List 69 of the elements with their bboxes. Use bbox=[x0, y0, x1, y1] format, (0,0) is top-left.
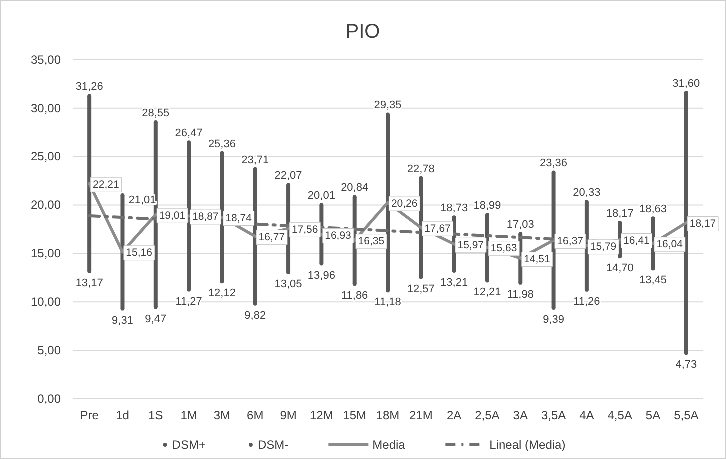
y-tick-label: 5,00 bbox=[38, 343, 62, 358]
data-label: 11,18 bbox=[374, 296, 402, 309]
data-label: 18,63 bbox=[640, 204, 668, 216]
x-tick-label: 5A bbox=[646, 408, 661, 423]
x-tick-label: 18M bbox=[376, 408, 400, 423]
legend-label: DSM- bbox=[258, 438, 289, 452]
x-tick-label: 5,5A bbox=[674, 408, 699, 423]
x-tick-label: Pre bbox=[80, 408, 100, 423]
legend-label: Media bbox=[372, 438, 406, 452]
data-label: 23,71 bbox=[242, 154, 270, 166]
data-label: 11,86 bbox=[341, 290, 368, 302]
data-label: 18,73 bbox=[440, 202, 468, 215]
y-tick-label: 15,00 bbox=[30, 246, 62, 261]
data-label: 9,82 bbox=[244, 310, 266, 322]
y-tick-label: 30,00 bbox=[30, 101, 62, 116]
data-label: 13,96 bbox=[308, 270, 336, 282]
x-tick-label: 3M bbox=[214, 408, 231, 423]
chart-title: PIO bbox=[346, 21, 380, 43]
x-tick-label: 2A bbox=[446, 408, 462, 423]
data-label: 13,05 bbox=[274, 278, 302, 291]
x-tick-label: 4A bbox=[580, 408, 594, 423]
data-label: 23,36 bbox=[540, 158, 568, 170]
data-label: 18,17 bbox=[606, 208, 634, 220]
data-label: 18,99 bbox=[474, 200, 502, 212]
y-tick-label: 0,00 bbox=[38, 392, 62, 406]
data-label: 22,78 bbox=[407, 163, 435, 176]
x-tick-label: 3,5A bbox=[541, 408, 566, 423]
x-tick-label: 21M bbox=[409, 408, 433, 423]
data-label: 9,47 bbox=[145, 313, 167, 326]
data-label: 17,03 bbox=[506, 219, 534, 232]
data-label: 20,84 bbox=[341, 182, 369, 194]
x-tick-label: 4,5A bbox=[608, 408, 632, 423]
data-label: 31,60 bbox=[672, 78, 700, 90]
legend-label: Lineal (Media) bbox=[490, 438, 566, 452]
x-tick-label: 1d bbox=[116, 408, 130, 423]
x-tick-label: 2,5A bbox=[475, 408, 500, 423]
y-tick-label: 25,00 bbox=[30, 150, 62, 164]
data-label: 11,98 bbox=[507, 288, 534, 301]
y-tick-label: 20,00 bbox=[30, 198, 62, 212]
data-label: 14,70 bbox=[606, 262, 634, 275]
data-label: 13,45 bbox=[640, 274, 668, 287]
data-label: 9,31 bbox=[112, 314, 134, 327]
x-tick-label: 12M bbox=[310, 408, 334, 423]
data-label: 31,26 bbox=[76, 81, 104, 94]
data-label: 25,36 bbox=[208, 138, 236, 150]
data-label: 13,17 bbox=[76, 277, 104, 290]
data-label: 12,12 bbox=[208, 288, 236, 300]
data-label: 11,26 bbox=[574, 296, 600, 308]
data-label: 11,27 bbox=[176, 296, 202, 308]
data-label: 4,73 bbox=[676, 359, 698, 372]
x-tick-label: 1M bbox=[180, 408, 198, 423]
data-label: 22,07 bbox=[274, 170, 302, 182]
data-label: 20,01 bbox=[308, 190, 336, 202]
data-label: 20,33 bbox=[573, 187, 601, 200]
data-label: 12,21 bbox=[474, 286, 502, 299]
y-tick-label: 35,00 bbox=[30, 52, 62, 67]
data-label: 29,35 bbox=[374, 100, 402, 112]
x-tick-label: 15M bbox=[343, 408, 367, 423]
data-label: 12,57 bbox=[407, 283, 435, 296]
data-label: 26,47 bbox=[175, 128, 203, 140]
x-tick-label: 6M bbox=[247, 408, 264, 423]
x-tick-label: 1S bbox=[148, 408, 164, 423]
data-label: 9,39 bbox=[543, 314, 564, 326]
x-tick-label: 3A bbox=[513, 408, 528, 423]
y-tick-label: 10,00 bbox=[30, 294, 62, 309]
data-label: 13,21 bbox=[440, 277, 468, 290]
legend-label: DSM+ bbox=[172, 438, 206, 452]
data-label: 28,55 bbox=[142, 107, 170, 120]
x-tick-label: 9M bbox=[280, 408, 297, 423]
